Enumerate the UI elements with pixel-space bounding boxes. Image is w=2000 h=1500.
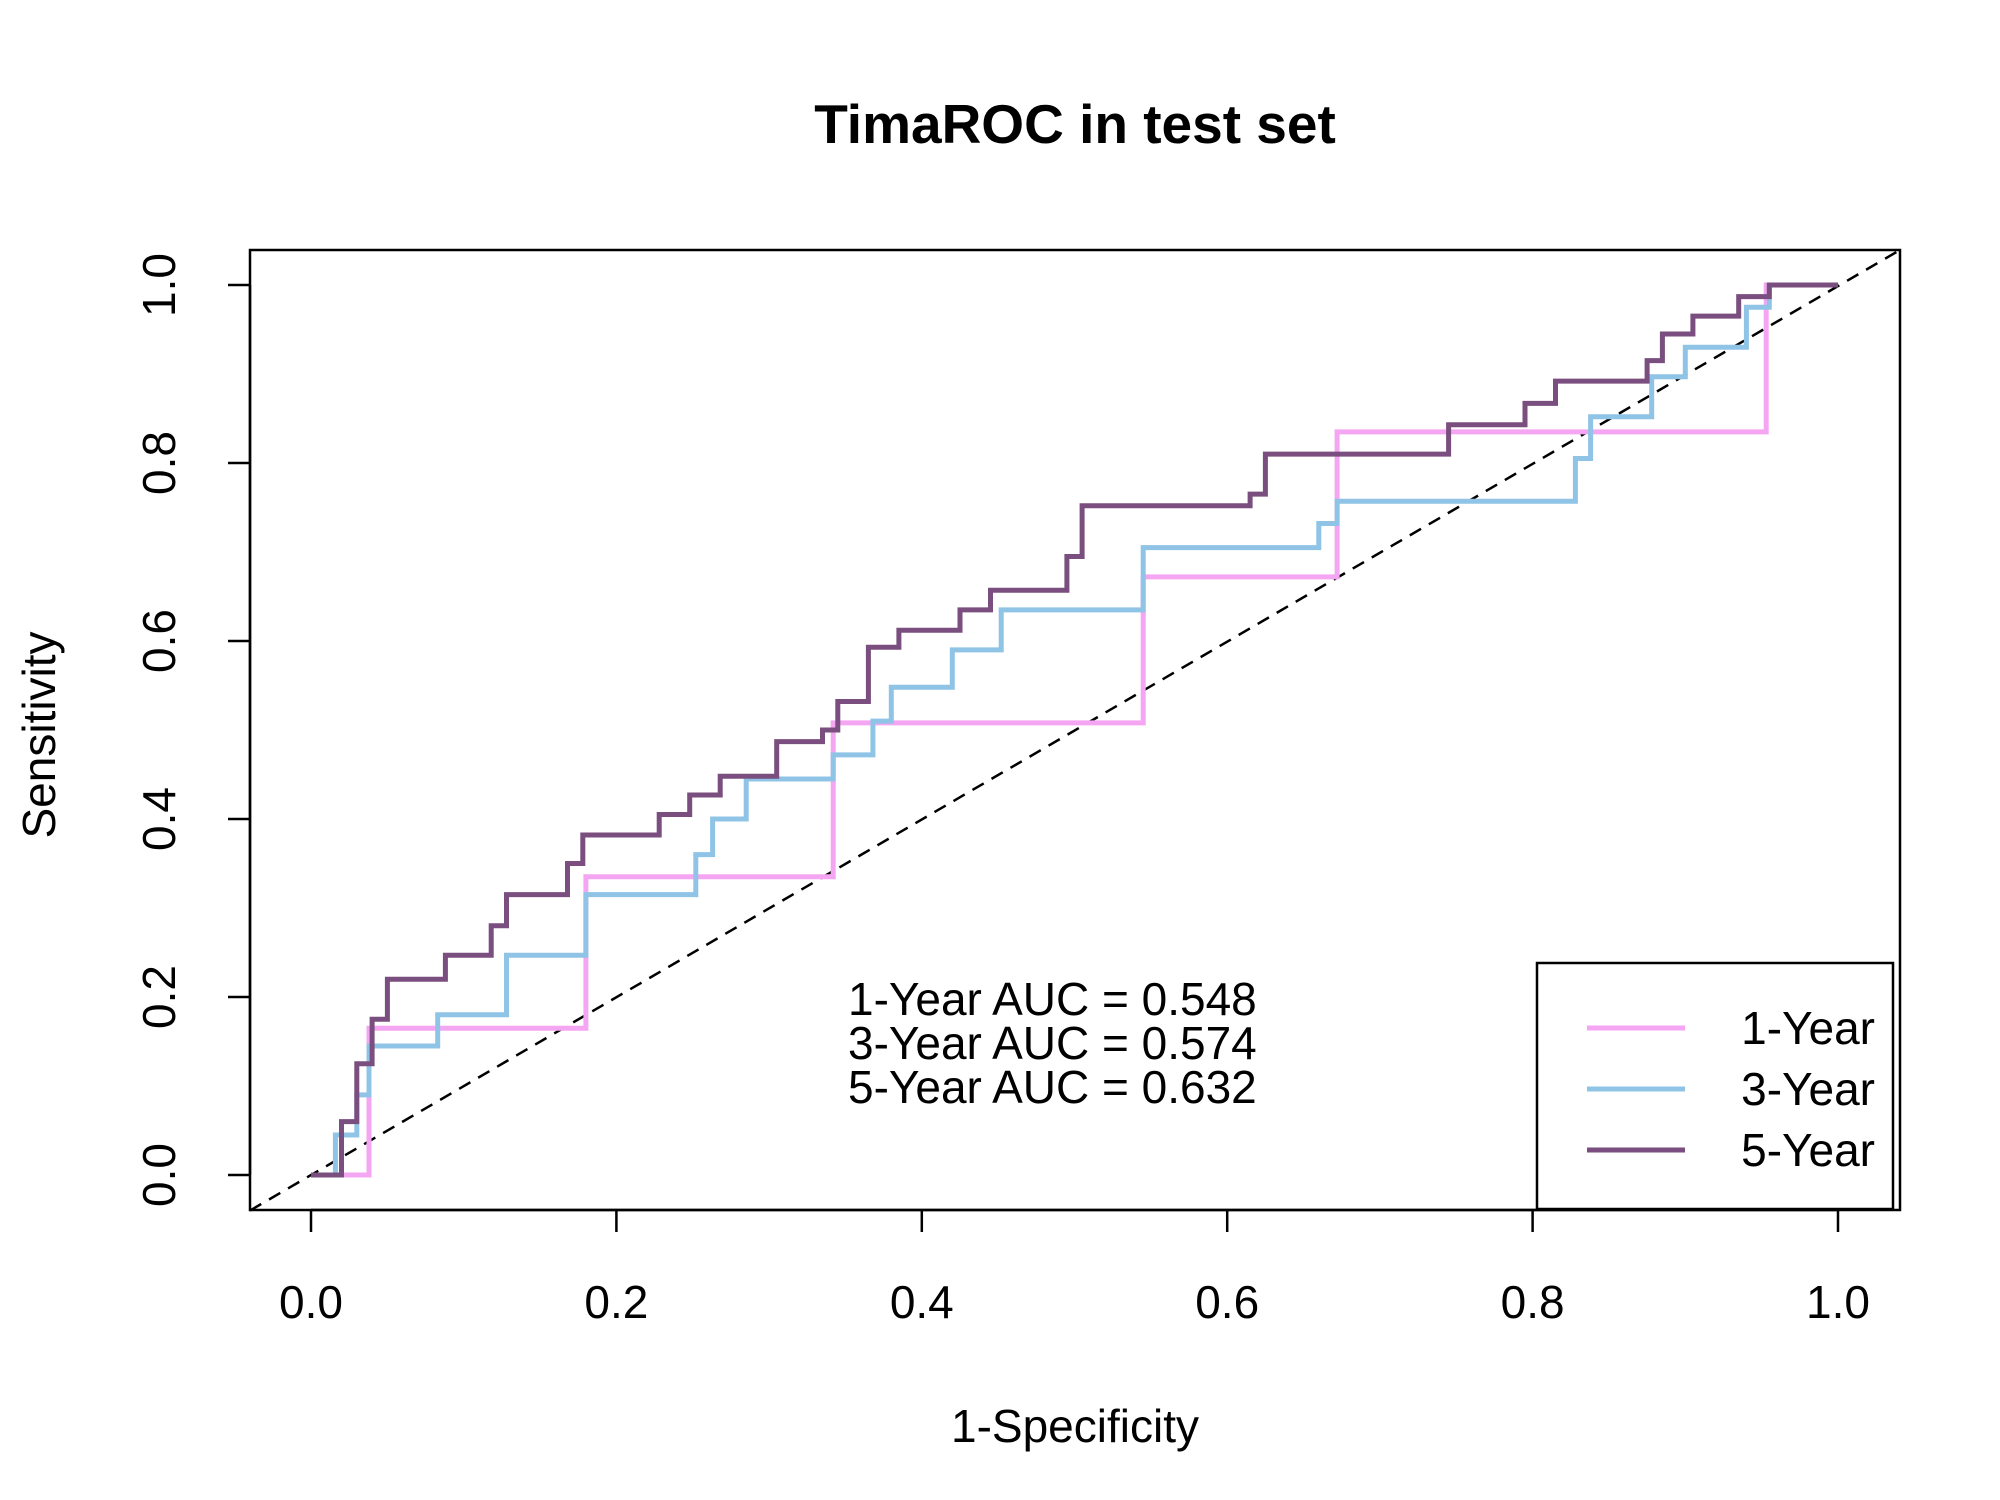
y-tick-label: 0.0 <box>133 1143 185 1207</box>
roc-curve-3-year <box>311 282 1838 1178</box>
y-tick-label: 0.2 <box>133 965 185 1029</box>
x-tick-label: 0.6 <box>1195 1276 1259 1328</box>
y-axis-label: Sensitivity <box>13 631 65 838</box>
y-tick-label: 0.4 <box>133 787 185 851</box>
auc-label-3-year: 3-Year AUC = 0.574 <box>848 1017 1257 1069</box>
reference-diagonal-line <box>249 248 1901 1212</box>
x-tick-label: 0.4 <box>890 1276 954 1328</box>
legend: 1-Year 3-Year 5-Year <box>1535 961 1895 1211</box>
legend-box <box>1535 961 1895 1211</box>
x-tick-label: 0.8 <box>1501 1276 1565 1328</box>
y-tick-label: 0.8 <box>133 431 185 495</box>
x-axis-label: 1-Specificity <box>951 1400 1199 1452</box>
plot-area: 0.0 0.2 0.4 0.6 0.8 1.0 0.0 0.2 0.4 0.6 0.8 1.0 <box>133 248 1901 1328</box>
auc-label-5-year: 5-Year AUC = 0.632 <box>848 1061 1257 1113</box>
legend-label-1-year: 1-Year <box>1741 1002 1875 1054</box>
chart-title: TimaROC in test set <box>814 93 1336 155</box>
auc-annotations: 1-Year AUC = 0.548 3-Year AUC = 0.574 5-… <box>848 973 1257 1113</box>
legend-label-3-year: 3-Year <box>1741 1063 1875 1115</box>
y-tick-label: 1.0 <box>133 253 185 317</box>
x-tick-label: 0.0 <box>279 1276 343 1328</box>
auc-label-1-year: 1-Year AUC = 0.548 <box>848 973 1257 1025</box>
legend-label-5-year: 5-Year <box>1741 1124 1875 1176</box>
roc-curve-5-year <box>311 282 1838 1178</box>
roc-curve-1-year <box>311 282 1838 1178</box>
y-tick-label: 0.6 <box>133 609 185 673</box>
x-tick-label: 0.2 <box>584 1276 648 1328</box>
x-tick-label: 1.0 <box>1806 1276 1870 1328</box>
plot-frame <box>248 248 1902 1212</box>
